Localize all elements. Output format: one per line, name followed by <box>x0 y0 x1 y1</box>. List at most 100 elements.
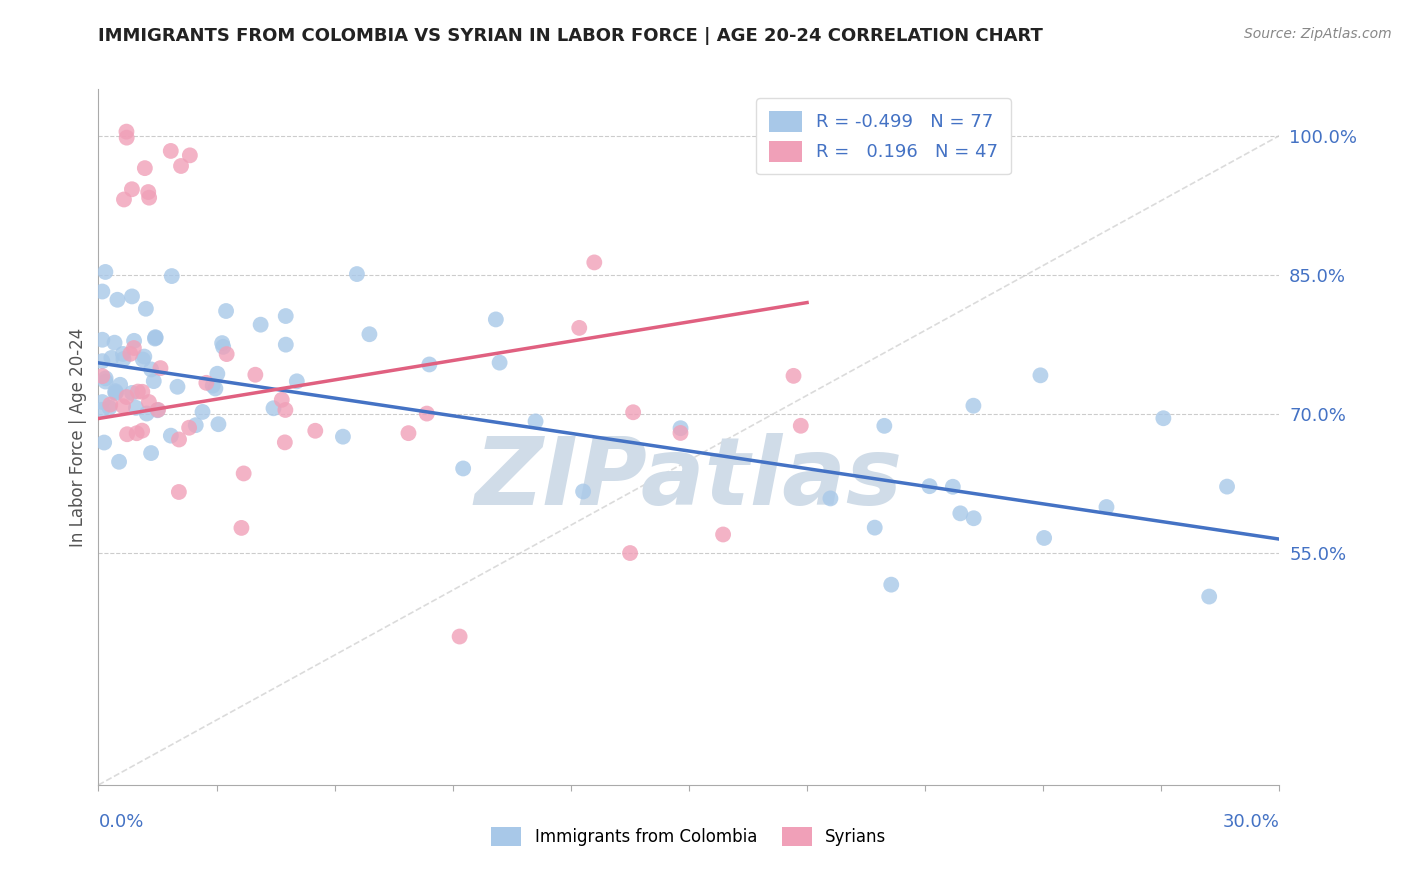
Point <box>274 435 297 450</box>
Point <box>145 331 167 345</box>
Point <box>863 521 886 535</box>
Point <box>91 333 114 347</box>
Point <box>274 309 297 323</box>
Point <box>583 255 606 269</box>
Point <box>125 401 148 415</box>
Point <box>108 377 131 392</box>
Point <box>418 358 440 372</box>
Point <box>146 403 169 417</box>
Point <box>167 485 190 500</box>
Point <box>107 293 129 307</box>
Point <box>285 374 308 388</box>
Point <box>93 435 115 450</box>
Point <box>134 350 156 364</box>
Text: Source: ZipAtlas.com: Source: ZipAtlas.com <box>1244 27 1392 41</box>
Point <box>146 402 169 417</box>
Point <box>359 327 381 342</box>
Point <box>1029 368 1052 383</box>
Point <box>207 367 229 381</box>
Point <box>103 335 125 350</box>
Point <box>132 352 155 367</box>
Point <box>304 424 326 438</box>
Point <box>1198 590 1220 604</box>
Point <box>121 289 143 303</box>
Point <box>91 395 114 409</box>
Point <box>135 301 157 316</box>
Point <box>572 484 595 499</box>
Point <box>918 479 941 493</box>
Text: IMMIGRANTS FROM COLOMBIA VS SYRIAN IN LABOR FORCE | AGE 20-24 CORRELATION CHART: IMMIGRANTS FROM COLOMBIA VS SYRIAN IN LA… <box>98 27 1043 45</box>
Point <box>121 386 143 401</box>
Point <box>231 521 253 535</box>
Point <box>91 369 114 384</box>
Point <box>212 340 235 354</box>
Point <box>160 428 183 442</box>
Point <box>131 424 153 438</box>
Point <box>790 418 813 433</box>
Point <box>962 399 984 413</box>
Point <box>1216 480 1239 494</box>
Point <box>121 182 143 196</box>
Point <box>274 337 297 351</box>
Point <box>135 407 157 421</box>
Point <box>91 354 114 368</box>
Point <box>94 265 117 279</box>
Point <box>249 318 271 332</box>
Point <box>711 527 734 541</box>
Point <box>111 347 134 361</box>
Point <box>1033 531 1056 545</box>
Point <box>122 341 145 355</box>
Point <box>274 403 297 417</box>
Point <box>820 491 842 506</box>
Point <box>136 185 159 199</box>
Point <box>104 384 127 399</box>
Point <box>179 421 201 435</box>
Point <box>98 401 121 415</box>
Point <box>201 378 224 392</box>
Point <box>170 159 193 173</box>
Point <box>245 368 267 382</box>
Point <box>127 384 149 399</box>
Point <box>873 418 896 433</box>
Point <box>191 405 214 419</box>
Point <box>449 630 471 644</box>
Point <box>115 130 138 145</box>
Point <box>485 312 508 326</box>
Point <box>619 546 641 560</box>
Point <box>105 385 128 400</box>
Point <box>94 375 117 389</box>
Point <box>524 414 547 428</box>
Point <box>108 455 131 469</box>
Point <box>669 421 692 435</box>
Point <box>232 467 254 481</box>
Point <box>204 382 226 396</box>
Point <box>115 427 138 442</box>
Point <box>159 144 181 158</box>
Point <box>211 336 233 351</box>
Point <box>782 368 804 383</box>
Point <box>346 267 368 281</box>
Y-axis label: In Labor Force | Age 20-24: In Labor Force | Age 20-24 <box>69 327 87 547</box>
Point <box>184 418 207 433</box>
Point <box>134 161 156 175</box>
Point <box>125 426 148 441</box>
Point <box>142 374 165 388</box>
Point <box>143 330 166 344</box>
Point <box>112 352 135 367</box>
Point <box>115 390 138 404</box>
Point <box>112 399 135 413</box>
Point <box>167 433 190 447</box>
Point <box>94 371 117 385</box>
Point <box>91 285 114 299</box>
Point <box>270 392 292 407</box>
Point <box>621 405 644 419</box>
Point <box>179 148 201 162</box>
Point <box>215 347 238 361</box>
Point <box>207 417 229 432</box>
Point <box>141 362 163 376</box>
Legend: Immigrants from Colombia, Syrians: Immigrants from Colombia, Syrians <box>485 821 893 853</box>
Point <box>138 191 160 205</box>
Point <box>942 480 965 494</box>
Point <box>91 402 114 417</box>
Point <box>568 321 591 335</box>
